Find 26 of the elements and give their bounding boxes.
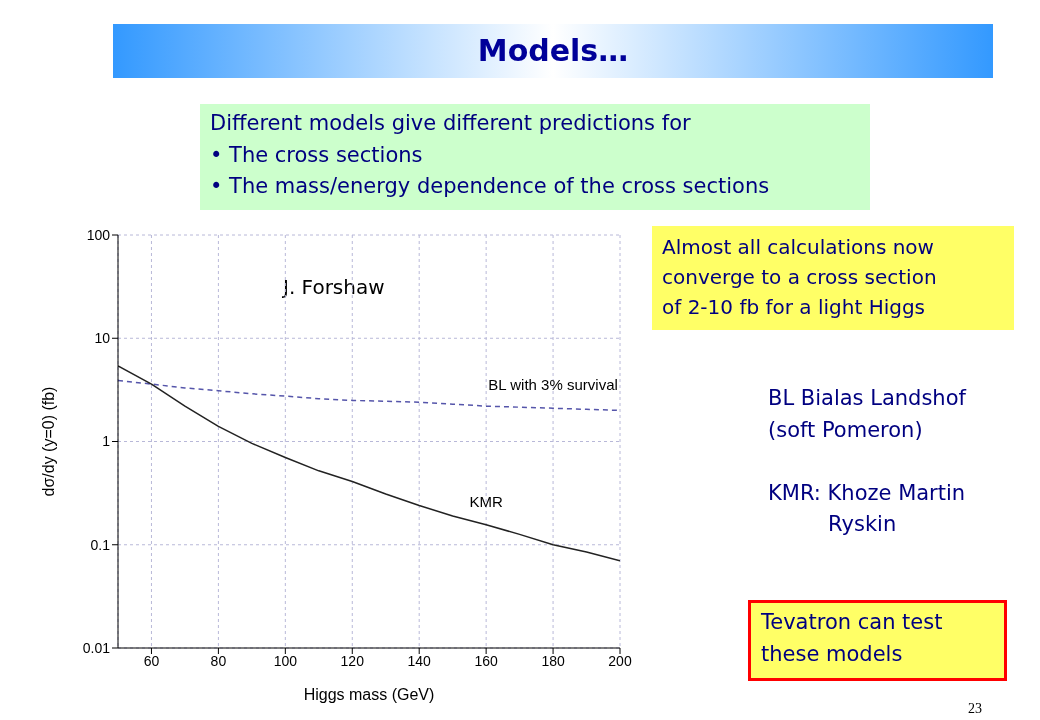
annotation: J. Forshaw (283, 274, 385, 301)
x-tick-label: 120 (340, 652, 365, 669)
x-tick-label: 60 (143, 652, 160, 669)
x-axis-title: Higgs mass (GeV) (303, 686, 435, 703)
x-tick-label: 100 (273, 652, 298, 669)
y-tick-label: 0.1 (90, 536, 111, 553)
x-tick-label: 140 (407, 652, 432, 669)
text: 23 (968, 700, 982, 718)
x-tick-label: 80 (210, 652, 227, 669)
series-label: KMR (469, 492, 503, 510)
x-tick-label: 200 (608, 652, 632, 669)
line-series (118, 379, 620, 412)
y-tick-label: 1 (102, 433, 111, 450)
text: Different models give different predictions for • The cross sections • The mass/energy dependence of the cross sections (200, 104, 870, 210)
y-tick-label: 0.01 (82, 639, 111, 656)
line-series (118, 365, 620, 562)
chart-title: Models… (113, 24, 993, 78)
text: Almost all calculations now converge to a cross section of 2-10 fb for a light Higgs (652, 226, 1014, 330)
series-label: BL with 3% survival (488, 376, 618, 394)
text: Tevatron can test these models (748, 600, 1007, 681)
y-axis-title: dσ/dy (y=0) (fb) (39, 386, 57, 497)
x-tick-label: 180 (541, 652, 565, 669)
y-tick-label: 100 (86, 226, 111, 243)
text: BL Bialas Landshof (soft Pomeron) KMR: Khoze Martin Ryskin (768, 386, 966, 536)
y-tick-label: 10 (94, 330, 111, 347)
x-tick-label: 160 (474, 652, 499, 669)
